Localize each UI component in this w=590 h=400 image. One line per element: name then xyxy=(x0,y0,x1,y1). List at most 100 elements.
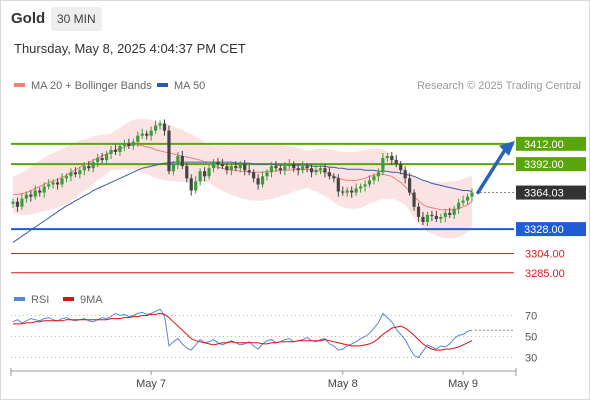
candle xyxy=(60,178,64,185)
candle xyxy=(96,158,100,163)
candle xyxy=(367,180,372,185)
legend-ma20-label: MA 20 + Bollinger Bands xyxy=(31,80,152,92)
candle xyxy=(33,190,37,197)
candle xyxy=(439,216,443,219)
candle xyxy=(350,190,354,193)
candle xyxy=(158,123,162,126)
chart-header: Gold 30 MIN xyxy=(0,0,590,36)
candle xyxy=(73,172,77,175)
candle xyxy=(421,216,425,222)
legend-rsi-swatch xyxy=(14,297,25,302)
candle xyxy=(358,186,363,189)
candle xyxy=(448,212,452,215)
candle xyxy=(385,156,389,159)
candle xyxy=(238,164,242,169)
candle xyxy=(87,166,91,169)
candle xyxy=(131,141,135,146)
candle xyxy=(274,166,278,169)
candle xyxy=(314,170,318,173)
legend-9ma-label: 9MA xyxy=(80,294,103,306)
legend-ma20-swatch xyxy=(14,83,25,88)
candle xyxy=(11,201,15,204)
candle xyxy=(376,172,381,177)
ma50-line xyxy=(12,161,473,243)
candle xyxy=(301,166,305,171)
candle xyxy=(140,133,144,136)
candle xyxy=(381,158,385,173)
candle xyxy=(425,214,430,222)
legend-9ma: 9MA xyxy=(63,294,103,306)
candle xyxy=(149,130,153,136)
candle xyxy=(51,182,55,185)
candle xyxy=(269,166,274,173)
last-price-tag xyxy=(516,185,586,200)
candle xyxy=(20,198,24,207)
candle xyxy=(341,191,345,193)
candle xyxy=(198,171,202,182)
level-label-3304.00: 3304.00 xyxy=(525,248,565,260)
candle xyxy=(412,192,416,207)
bollinger-band xyxy=(13,118,472,239)
candle xyxy=(461,200,465,203)
candle xyxy=(399,164,403,171)
candle xyxy=(203,171,207,177)
candle xyxy=(296,168,300,171)
candle xyxy=(154,125,158,131)
candle xyxy=(234,166,238,169)
candle xyxy=(247,170,251,173)
rsi-line xyxy=(12,308,473,359)
rsi-9ma-line xyxy=(13,312,473,351)
candle xyxy=(363,184,367,187)
candle xyxy=(283,166,287,171)
forecast-arrow xyxy=(476,148,507,195)
candle xyxy=(265,172,269,177)
copyright-note: Research © 2025 Trading Central xyxy=(416,80,581,92)
level-tag-3392.00 xyxy=(516,157,586,172)
candle xyxy=(15,201,20,207)
candle xyxy=(278,168,282,171)
candle xyxy=(323,168,327,173)
x-tick-label: May 7 xyxy=(136,378,166,390)
candle xyxy=(194,181,198,191)
legend-rsi-label: RSI xyxy=(31,294,50,306)
candle xyxy=(220,164,225,167)
legend-ma50: MA 50 xyxy=(157,80,205,92)
candle xyxy=(292,164,296,169)
chart-timestamp: Thursday, May 8, 2025 4:04:37 PM CET xyxy=(14,41,246,56)
legend-rsi: RSI xyxy=(14,294,49,306)
level-label-3285.00: 3285.00 xyxy=(525,268,565,280)
candle xyxy=(42,186,46,193)
candle xyxy=(24,194,28,199)
candle xyxy=(434,215,438,219)
candle xyxy=(136,135,140,142)
candle xyxy=(216,162,220,165)
candle xyxy=(180,156,184,167)
candle xyxy=(243,164,247,171)
candle xyxy=(113,149,118,152)
candle xyxy=(109,149,113,154)
candle xyxy=(189,178,193,191)
rsi-tick-label: 30 xyxy=(525,353,537,365)
candle xyxy=(207,168,211,177)
candle xyxy=(309,168,314,173)
level-label-3412.00: 3412.00 xyxy=(524,139,564,151)
candle xyxy=(408,178,412,193)
candle xyxy=(318,168,323,171)
candle xyxy=(167,130,171,172)
candle xyxy=(127,143,131,146)
candle xyxy=(416,206,421,217)
candle xyxy=(260,176,265,185)
candle xyxy=(394,160,398,165)
candle xyxy=(403,170,407,179)
candle xyxy=(171,164,176,172)
candle xyxy=(443,212,447,217)
timeframe-badge[interactable]: 30 MIN xyxy=(51,7,102,31)
candle xyxy=(69,172,73,177)
candle xyxy=(162,123,167,131)
candle xyxy=(104,153,109,161)
candle xyxy=(465,196,470,201)
candle xyxy=(354,188,358,193)
candle xyxy=(390,156,394,161)
asset-title: Gold xyxy=(11,10,46,27)
